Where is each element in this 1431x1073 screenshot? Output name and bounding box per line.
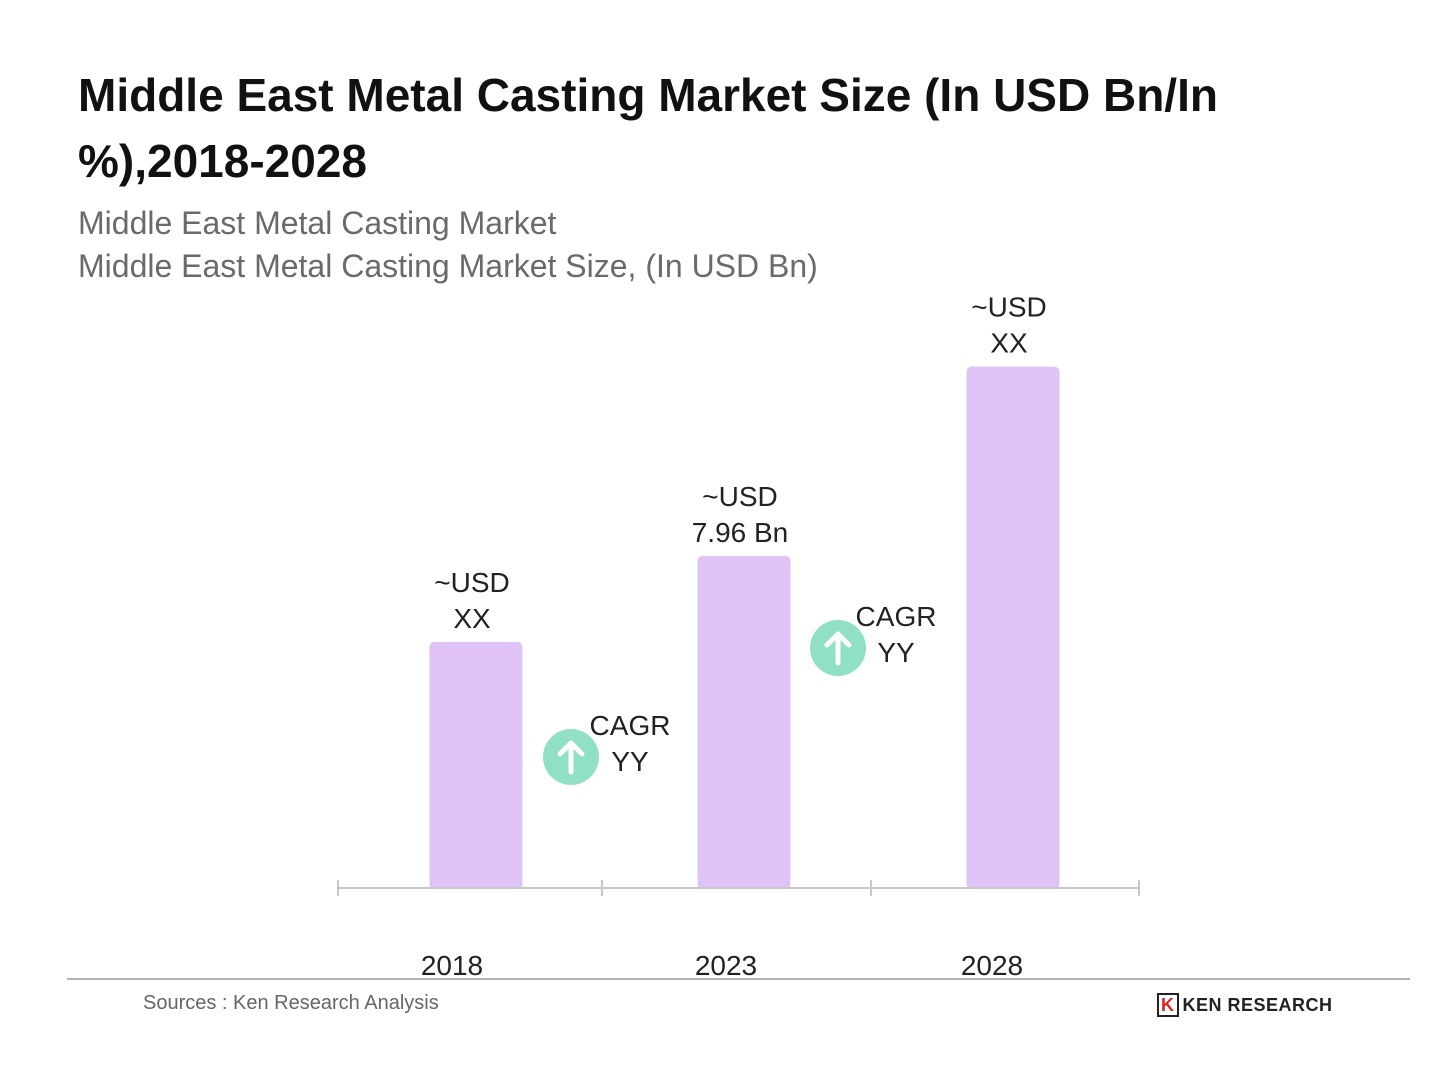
data-label-2023: 7.96 Bn xyxy=(692,517,789,548)
x-tick-label: 2028 xyxy=(961,950,1023,981)
chart-subtitle-2: Middle East Metal Casting Market Size, (… xyxy=(78,248,818,284)
data-label-2018: XX xyxy=(453,603,491,634)
data-label-2023: ~USD xyxy=(702,481,777,512)
x-tick-label: 2023 xyxy=(695,950,757,981)
cagr-label: YY xyxy=(611,746,649,777)
cagr-label: CAGR xyxy=(590,710,671,741)
data-label-2018: ~USD xyxy=(434,567,509,598)
data-label-2028: XX xyxy=(990,328,1028,359)
arrow-up-icon xyxy=(824,631,852,666)
source-note: Sources : Ken Research Analysis xyxy=(143,992,439,1014)
logo-mark-icon: K xyxy=(1157,993,1179,1017)
ken-research-logo: K KEN RESEARCH xyxy=(1157,993,1333,1017)
data-label-2028: ~USD xyxy=(971,292,1046,323)
chart-subtitle-1: Middle East Metal Casting Market xyxy=(78,205,557,241)
x-tick-label: 2018 xyxy=(421,950,483,981)
bar-2023 xyxy=(697,556,791,889)
arrow-up-icon xyxy=(557,740,585,775)
bar-2028 xyxy=(966,366,1060,890)
bar-2018 xyxy=(429,641,523,889)
cagr-label: YY xyxy=(877,637,915,668)
cagr-label: CAGR xyxy=(856,601,937,632)
logo-text: KEN RESEARCH xyxy=(1182,995,1333,1015)
chart-title: Middle East Metal Casting Market Size (I… xyxy=(78,69,1218,187)
